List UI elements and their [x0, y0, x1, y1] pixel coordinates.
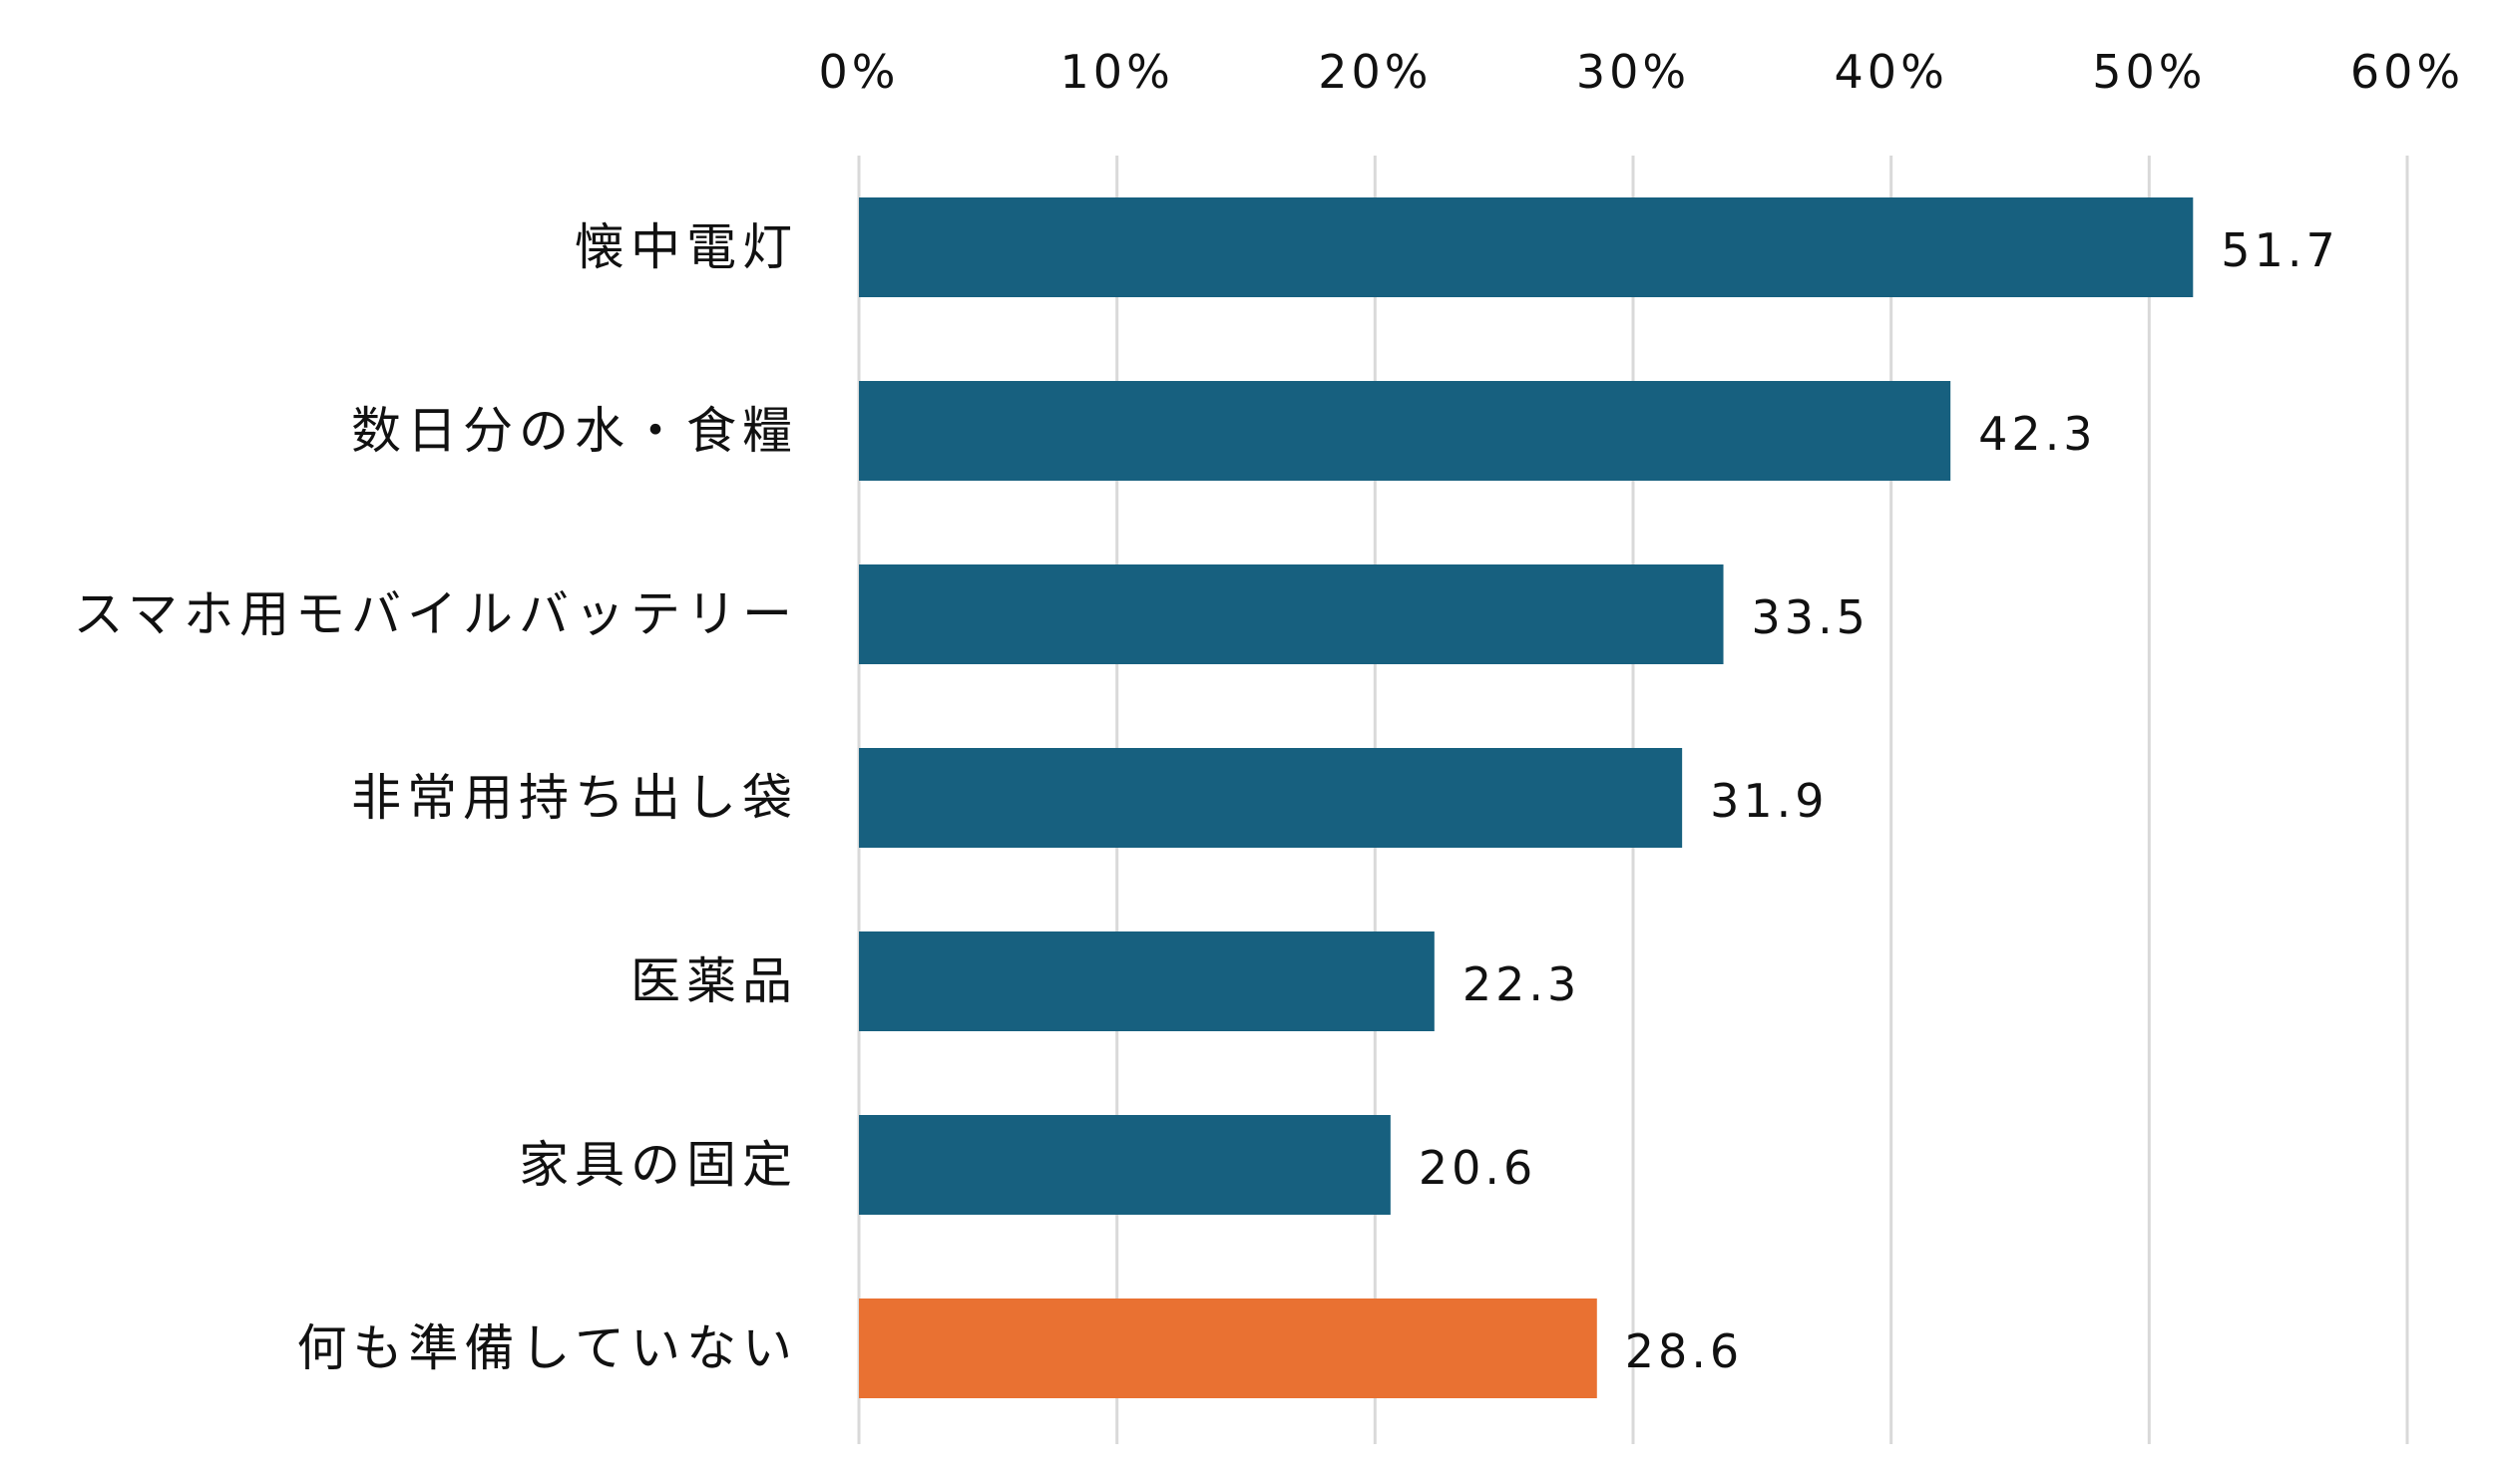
- category-label-6: 何も準備していない: [297, 1319, 799, 1377]
- data-label-1: 42.3: [1978, 407, 2096, 461]
- x-tick-label-30: 30%: [1576, 45, 1690, 99]
- x-tick-label-50: 50%: [2092, 45, 2206, 99]
- bar-2: [859, 564, 1724, 664]
- x-tick-label-10: 10%: [1060, 45, 1174, 99]
- bar-4: [859, 931, 1435, 1031]
- data-labels: 51.7 42.3 33.5 31.9 22.3 20.6 28.6: [1419, 223, 2338, 1378]
- data-label-5: 20.6: [1419, 1141, 1536, 1195]
- x-tick-label-0: 0%: [819, 45, 900, 99]
- data-label-3: 31.9: [1710, 774, 1828, 828]
- category-label-1: 数日分の水・食糧: [351, 402, 798, 460]
- data-label-6: 28.6: [1625, 1324, 1743, 1378]
- data-label-2: 33.5: [1752, 590, 1870, 644]
- bar-1: [859, 381, 1951, 481]
- category-label-3: 非常用持ち出し袋: [351, 769, 798, 827]
- category-label-4: 医薬品: [630, 952, 798, 1010]
- bar-6: [859, 1298, 1597, 1398]
- x-axis-tick-labels: 0% 10% 20% 30% 40% 50% 60%: [819, 45, 2464, 99]
- x-tick-label-40: 40%: [1835, 45, 1948, 99]
- category-label-2: スマホ用モバイルバッテリー: [74, 585, 799, 643]
- data-label-4: 22.3: [1462, 957, 1580, 1011]
- category-label-5: 家具の固定: [519, 1136, 798, 1194]
- data-label-0: 51.7: [2221, 223, 2338, 277]
- category-labels: 懐中電灯数日分の水・食糧スマホ用モバイルバッテリー非常用持ち出し袋医薬品家具の固…: [74, 218, 799, 1377]
- category-label-0: 懐中電灯: [575, 218, 798, 276]
- x-tick-label-60: 60%: [2350, 45, 2464, 99]
- x-tick-label-20: 20%: [1318, 45, 1432, 99]
- bar-3: [859, 748, 1683, 848]
- bar-5: [859, 1115, 1391, 1215]
- bar-0: [859, 197, 2194, 297]
- bars: [859, 197, 2194, 1398]
